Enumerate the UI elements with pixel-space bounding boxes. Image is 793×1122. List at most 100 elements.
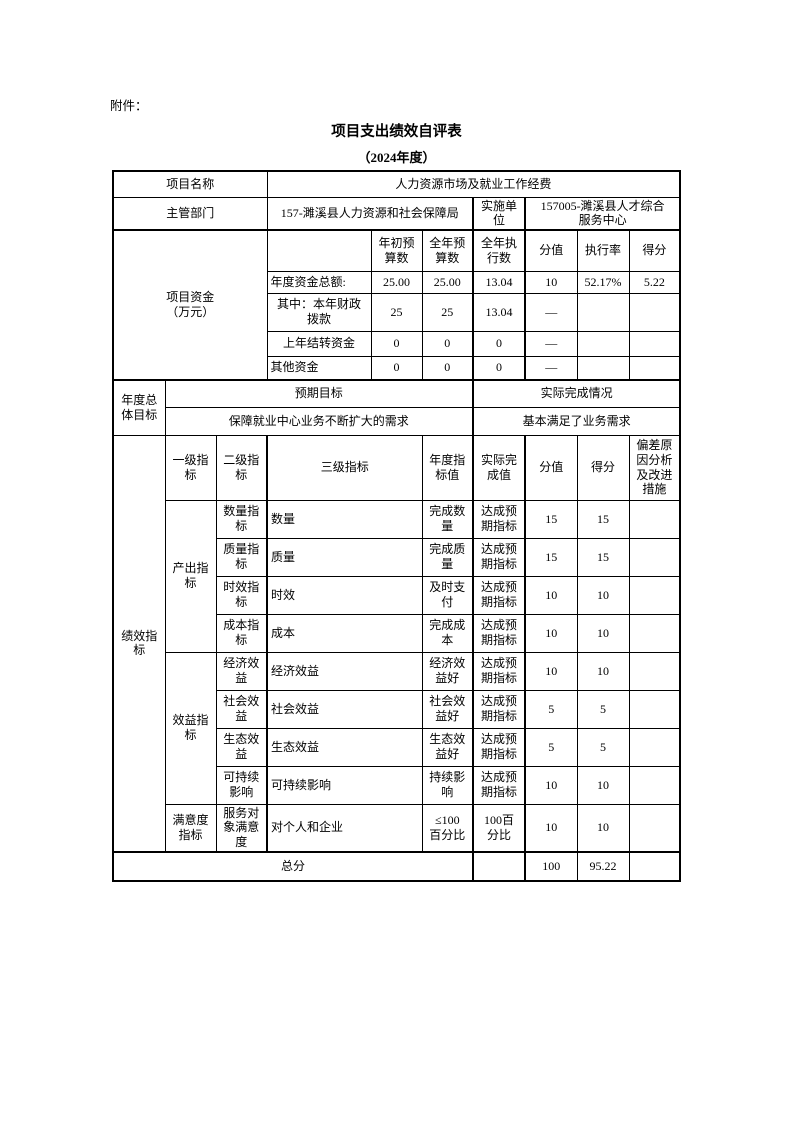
table-row: 效益指 标 经济效 益 经济效益 经济效 益好 达成预 期指标 10 10 bbox=[113, 651, 681, 805]
table-row: 主管部门 157-濉溪县人力资源和社会保障局 实施单 位 157005-濉溪县人… bbox=[112, 196, 681, 231]
indicator-weight: 10 bbox=[524, 575, 578, 615]
indicator-deviation bbox=[628, 575, 681, 615]
indicator-target: 完成质 量 bbox=[421, 537, 474, 577]
indicator-actual: 100百 分比 bbox=[472, 803, 526, 853]
indicator-deviation bbox=[628, 613, 681, 653]
indicator-l2: 社会效 益 bbox=[215, 689, 268, 729]
funding-cell bbox=[628, 330, 681, 357]
funding-cell: 5.22 bbox=[628, 270, 681, 294]
indicator-target: ≤100 百分比 bbox=[421, 803, 474, 853]
indicator-score: 10 bbox=[576, 803, 630, 853]
indicator-weight: 15 bbox=[524, 499, 578, 539]
funding-cell: — bbox=[524, 330, 578, 357]
indicator-header-l3: 三级指标 bbox=[266, 434, 423, 501]
indicator-score: 5 bbox=[576, 689, 630, 729]
indicator-l2: 数量指 标 bbox=[215, 499, 268, 539]
indicator-target: 社会效 益好 bbox=[421, 689, 474, 729]
funding-section-label: 项目资金 （万元） bbox=[112, 229, 268, 381]
empty-cell bbox=[266, 229, 372, 272]
funding-cell: 0 bbox=[421, 330, 474, 357]
indicator-actual: 达成预 期指标 bbox=[472, 765, 526, 805]
indicator-target: 生态效 益好 bbox=[421, 727, 474, 767]
funding-row-label: 年度资金总额: bbox=[266, 270, 372, 294]
table-row: 年度资金总额: 25.00 25.00 13.04 10 52.17% 5.22 bbox=[113, 270, 681, 294]
indicator-l3: 数量 bbox=[266, 499, 423, 539]
funding-col-header: 分值 bbox=[524, 229, 578, 272]
indicator-l2: 时效指 标 bbox=[215, 575, 268, 615]
table-row: 成本指 标 成本 完成成 本 达成预 期指标 10 10 bbox=[113, 613, 681, 653]
indicator-score: 15 bbox=[576, 499, 630, 539]
indicator-group-output: 产出指 标 bbox=[164, 499, 217, 653]
dept-label: 主管部门 bbox=[112, 196, 268, 231]
indicator-actual: 达成预 期指标 bbox=[472, 499, 526, 539]
table-row: 时效指 标 时效 及时支 付 达成预 期指标 10 10 bbox=[113, 575, 681, 615]
indicator-actual: 达成预 期指标 bbox=[472, 613, 526, 653]
indicator-l2: 生态效 益 bbox=[215, 727, 268, 767]
indicator-weight: 15 bbox=[524, 537, 578, 577]
indicator-l3: 社会效益 bbox=[266, 689, 423, 729]
expected-goal-value: 保障就业中心业务不断扩大的需求 bbox=[164, 406, 474, 436]
table-row: 总分 100 95.22 bbox=[112, 851, 681, 882]
indicator-header-l2: 二级指 标 bbox=[215, 434, 268, 501]
total-score: 95.22 bbox=[576, 851, 630, 882]
indicator-header-score: 得分 bbox=[576, 434, 630, 501]
indicator-l3: 经济效益 bbox=[266, 651, 423, 691]
indicator-weight: 10 bbox=[524, 613, 578, 653]
indicator-weight: 10 bbox=[524, 651, 578, 691]
indicator-l2: 服务对 象满意 度 bbox=[215, 803, 268, 853]
indicator-header-deviation: 偏差原 因分析 及改进 措施 bbox=[628, 434, 681, 501]
funding-cell: 0 bbox=[370, 355, 423, 381]
table-row: 社会效 益 社会效益 社会效 益好 达成预 期指标 5 5 bbox=[113, 689, 681, 729]
indicator-weight: 5 bbox=[524, 689, 578, 729]
impl-unit-label: 实施单 位 bbox=[472, 196, 526, 231]
total-weight: 100 bbox=[524, 851, 578, 882]
empty-cell bbox=[472, 851, 526, 882]
funding-cell: 25 bbox=[370, 292, 423, 332]
funding-cell: 0 bbox=[370, 330, 423, 357]
indicator-weight: 10 bbox=[524, 765, 578, 805]
table-row: 可持续 影响 可持续影响 持续影 响 达成预 期指标 10 10 bbox=[113, 765, 681, 805]
indicator-score: 15 bbox=[576, 537, 630, 577]
table-row: 项目资金 （万元） 年初预 算数 全年预 算数 全年执 行数 分值 执行率 得分 bbox=[112, 229, 681, 381]
indicator-header-target: 年度指 标值 bbox=[421, 434, 474, 501]
funding-cell: 13.04 bbox=[472, 292, 526, 332]
indicator-target: 完成数 量 bbox=[421, 499, 474, 539]
indicator-actual: 达成预 期指标 bbox=[472, 537, 526, 577]
indicator-header-weight: 分值 bbox=[524, 434, 578, 501]
funding-col-header: 年初预 算数 bbox=[370, 229, 423, 272]
funding-cell: 0 bbox=[421, 355, 474, 381]
table-row: 产出指 标 数量指 标 数量 完成数 量 达成预 期指标 15 15 bbox=[113, 499, 681, 653]
funding-cell: — bbox=[524, 355, 578, 381]
indicator-group-satisfaction: 满意度 指标 bbox=[164, 803, 217, 853]
funding-cell: 25.00 bbox=[370, 270, 423, 294]
funding-col-header: 全年预 算数 bbox=[421, 229, 474, 272]
indicator-score: 10 bbox=[576, 613, 630, 653]
actual-completion-value: 基本满足了业务需求 bbox=[472, 406, 681, 436]
indicator-target: 持续影 响 bbox=[421, 765, 474, 805]
indicator-header-l1: 一级指 标 bbox=[164, 434, 217, 501]
indicator-weight: 10 bbox=[524, 803, 578, 853]
funding-col-header: 全年执 行数 bbox=[472, 229, 526, 272]
indicator-deviation bbox=[628, 537, 681, 577]
table-row: 项目名称 人力资源市场及就业工作经费 bbox=[112, 170, 681, 198]
indicator-actual: 达成预 期指标 bbox=[472, 575, 526, 615]
indicators-section-label: 绩效指 标 bbox=[112, 434, 166, 853]
indicator-l3: 成本 bbox=[266, 613, 423, 653]
funding-row-label: 上年结转资金 bbox=[266, 330, 372, 357]
funding-cell: 52.17% bbox=[576, 270, 630, 294]
indicator-target: 经济效 益好 bbox=[421, 651, 474, 691]
table-row: 上年结转资金 0 0 0 — bbox=[113, 330, 681, 357]
indicator-score: 5 bbox=[576, 727, 630, 767]
indicator-actual: 达成预 期指标 bbox=[472, 727, 526, 767]
annual-goal-section-label: 年度总 体目标 bbox=[112, 379, 166, 436]
funding-cell bbox=[576, 355, 630, 381]
indicator-deviation bbox=[628, 651, 681, 691]
attachment-label: 附件： bbox=[110, 99, 148, 113]
indicator-l2: 成本指 标 bbox=[215, 613, 268, 653]
funding-cell bbox=[628, 292, 681, 332]
indicator-l3: 对个人和企业 bbox=[266, 803, 423, 853]
table-row: 质量指 标 质量 完成质 量 达成预 期指标 15 15 bbox=[113, 537, 681, 577]
indicator-l2: 可持续 影响 bbox=[215, 765, 268, 805]
funding-row-label: 其他资金 bbox=[266, 355, 372, 381]
